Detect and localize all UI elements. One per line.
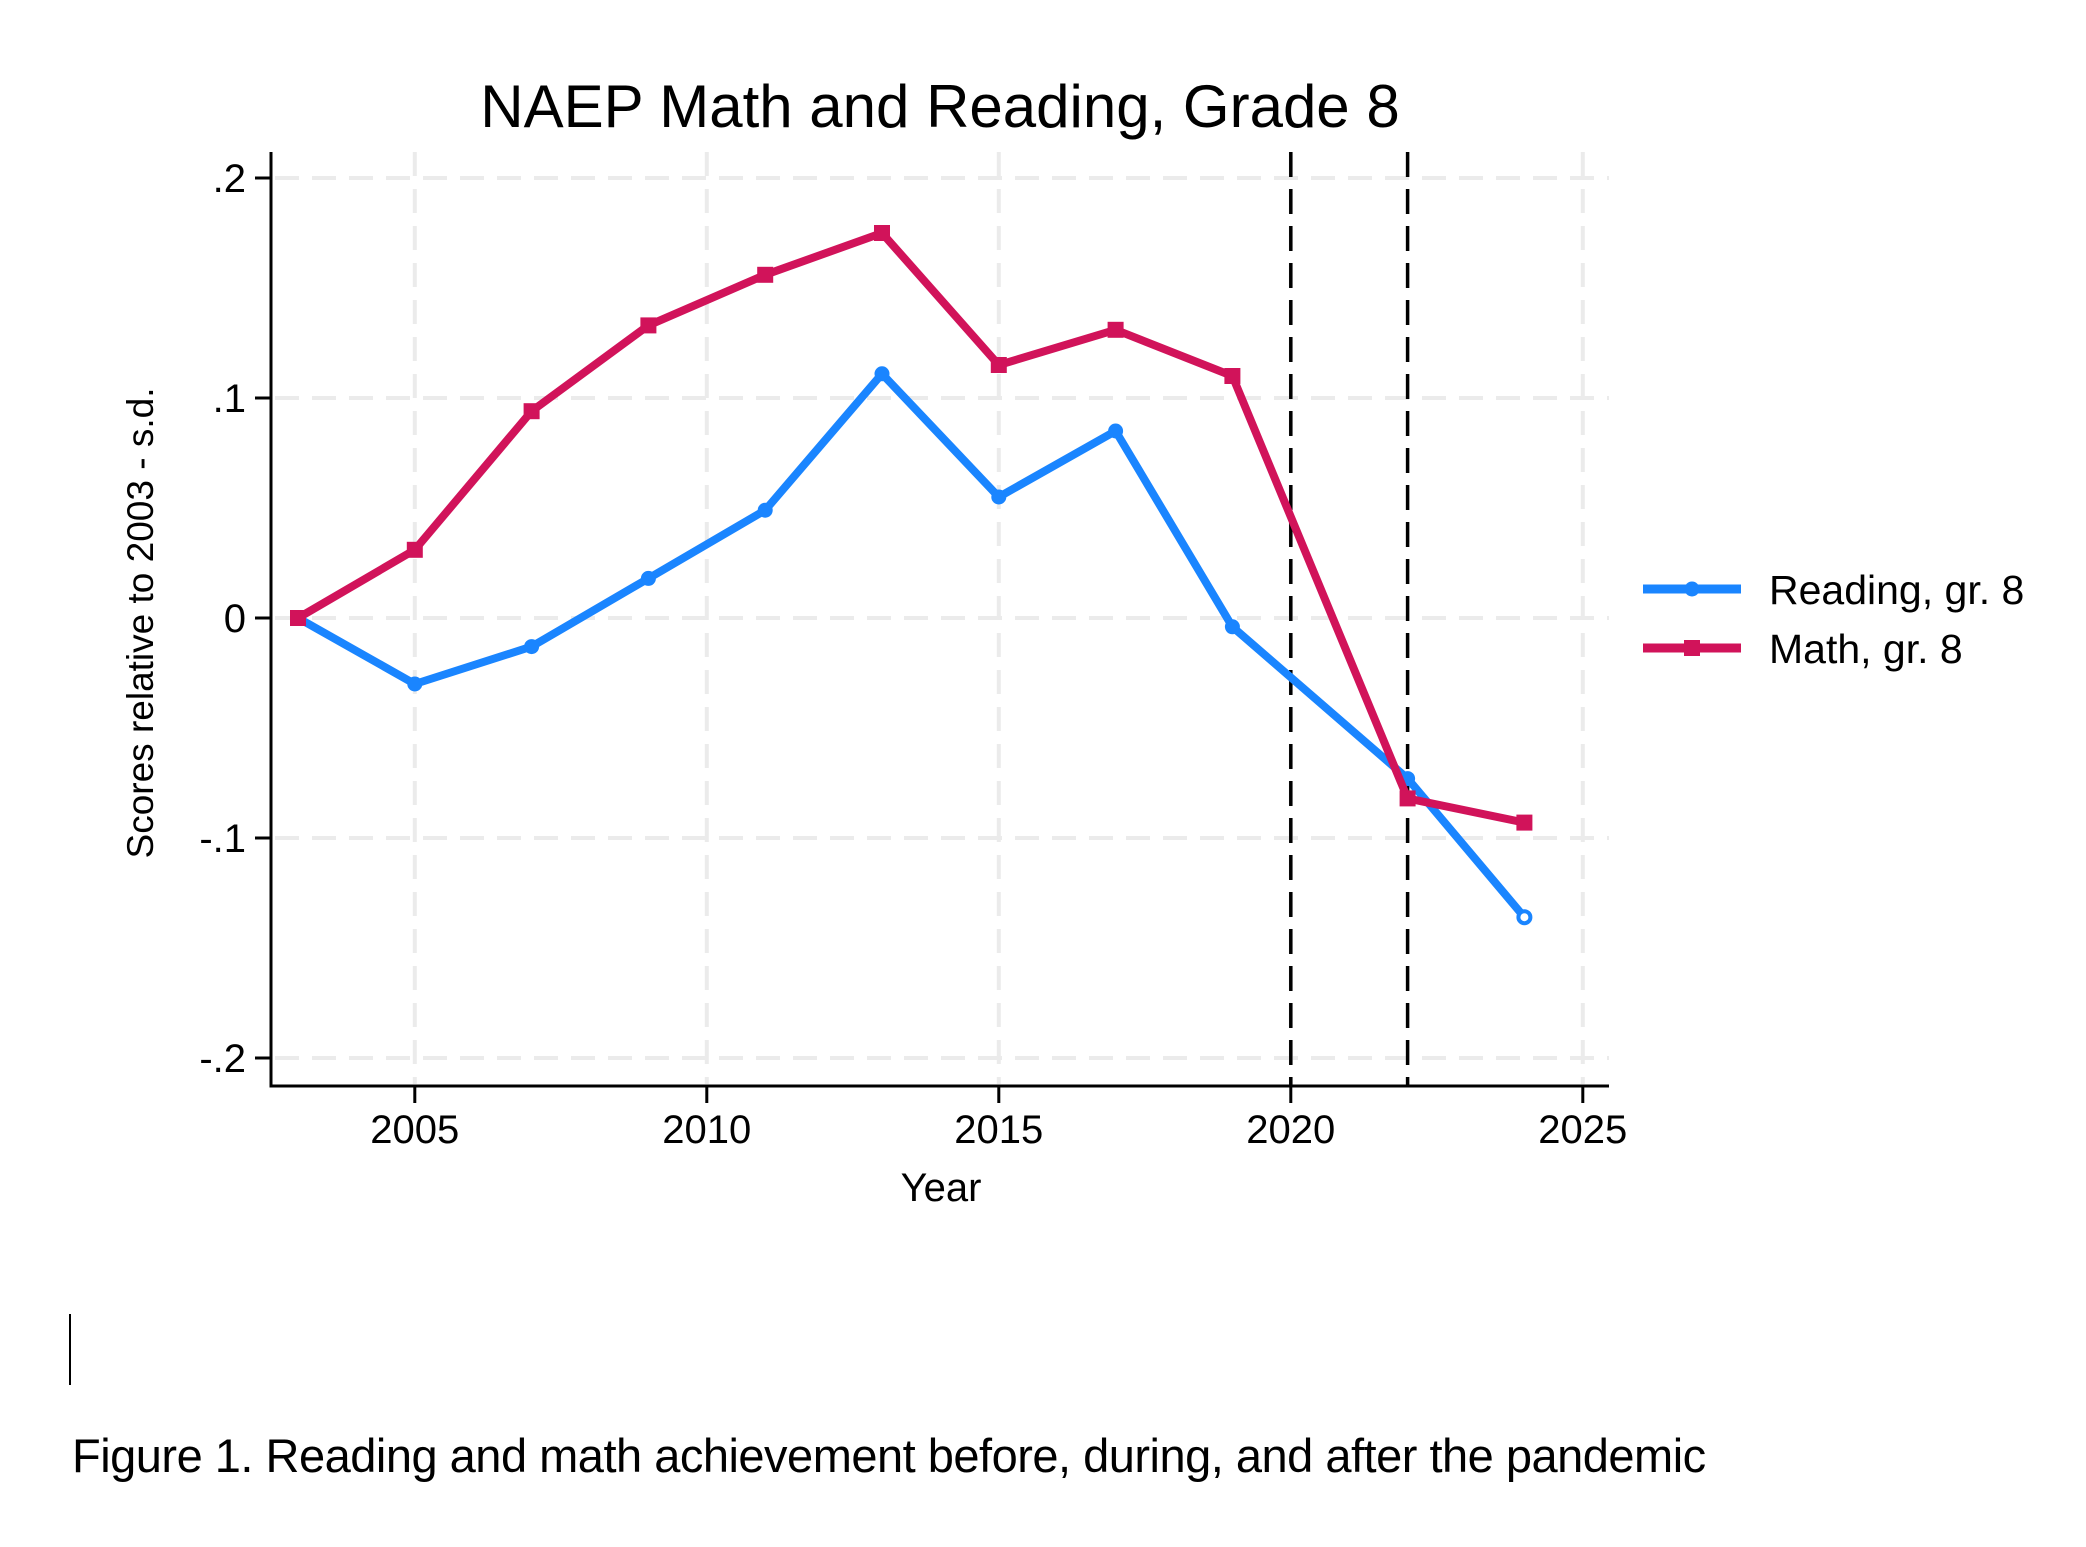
data-point xyxy=(874,366,890,382)
x-tick-label: 2020 xyxy=(1246,1108,1335,1152)
data-point xyxy=(407,676,423,692)
y-tick-label: 0 xyxy=(224,597,246,641)
data-point xyxy=(640,317,657,334)
gridlines xyxy=(275,152,1609,1084)
data-point xyxy=(1224,368,1241,384)
text-cursor xyxy=(69,1314,71,1385)
figure-caption: Figure 1. Reading and math achievement b… xyxy=(72,1429,1706,1482)
axes: .2 .1 0 -.1 -.2 2005 2010 2015 2020 2025 xyxy=(199,152,1627,1152)
x-tick-label: 2015 xyxy=(954,1108,1043,1152)
reference-lines xyxy=(1289,152,1410,1086)
legend-marker xyxy=(1684,640,1700,656)
y-axis-label: Scores relative to 2003 - s.d. xyxy=(120,388,161,859)
legend-label: Math, gr. 8 xyxy=(1769,626,1963,672)
series xyxy=(290,225,1533,926)
data-point xyxy=(874,225,890,241)
data-point xyxy=(757,266,774,283)
data-point xyxy=(1108,423,1124,439)
legend: Reading, gr. 8 Math, gr. 8 xyxy=(1643,567,2024,672)
data-point xyxy=(524,639,540,655)
chart-title: NAEP Math and Reading, Grade 8 xyxy=(480,73,1399,140)
legend-item: Math, gr. 8 xyxy=(1643,626,1963,672)
y-tick-label: .1 xyxy=(213,377,246,421)
x-tick-label: 2005 xyxy=(370,1108,459,1152)
data-point xyxy=(990,357,1007,373)
data-point xyxy=(406,541,423,558)
legend-item: Reading, gr. 8 xyxy=(1643,567,2024,613)
data-point xyxy=(757,502,773,518)
data-point xyxy=(1516,909,1533,926)
x-tick-label: 2010 xyxy=(662,1108,751,1152)
series-math xyxy=(290,225,1533,831)
data-point xyxy=(523,403,540,420)
series-line xyxy=(294,229,1529,827)
data-point xyxy=(1399,790,1416,807)
data-point xyxy=(1224,619,1240,635)
data-point xyxy=(1516,814,1533,831)
data-point xyxy=(290,610,306,626)
legend-label: Reading, gr. 8 xyxy=(1769,567,2024,613)
y-tick-label: .2 xyxy=(213,157,246,201)
y-tick-label: -.1 xyxy=(199,817,246,861)
legend-marker xyxy=(1684,581,1700,597)
y-tick-label: -.2 xyxy=(199,1037,246,1081)
x-axis-label: Year xyxy=(901,1166,982,1210)
x-tick-label: 2025 xyxy=(1538,1108,1627,1152)
data-point xyxy=(640,570,656,586)
data-point xyxy=(1107,321,1124,338)
data-point xyxy=(991,489,1007,505)
